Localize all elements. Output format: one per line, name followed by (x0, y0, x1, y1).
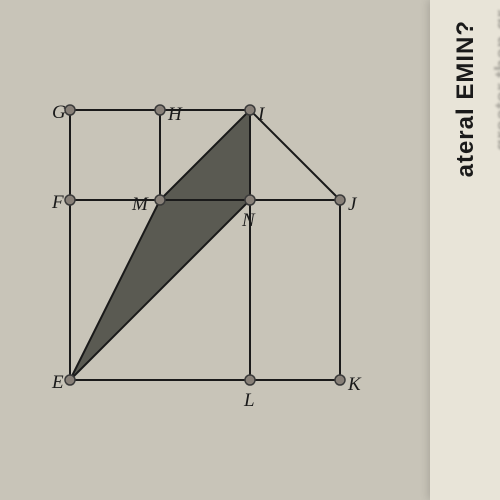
diagram-svg (30, 80, 400, 450)
point-M (155, 195, 165, 205)
label-E: E (52, 372, 64, 394)
point-H (155, 105, 165, 115)
question-fragment-blur: greater than gr (492, 10, 500, 151)
point-F (65, 195, 75, 205)
point-J (335, 195, 345, 205)
geometry-diagram: G H I F M N J E L K (30, 80, 400, 450)
label-H: H (168, 104, 182, 126)
label-K: K (348, 374, 361, 396)
point-E (65, 375, 75, 385)
point-I (245, 105, 255, 115)
point-K (335, 375, 345, 385)
label-M: M (132, 194, 148, 216)
point-N (245, 195, 255, 205)
label-I: I (258, 104, 264, 126)
label-N: N (242, 210, 255, 232)
point-G (65, 105, 75, 115)
point-L (245, 375, 255, 385)
question-fragment-main: ateral EMIN? (452, 20, 480, 177)
label-G: G (52, 102, 66, 124)
label-L: L (244, 390, 255, 412)
label-J: J (348, 194, 356, 216)
label-F: F (52, 192, 64, 214)
